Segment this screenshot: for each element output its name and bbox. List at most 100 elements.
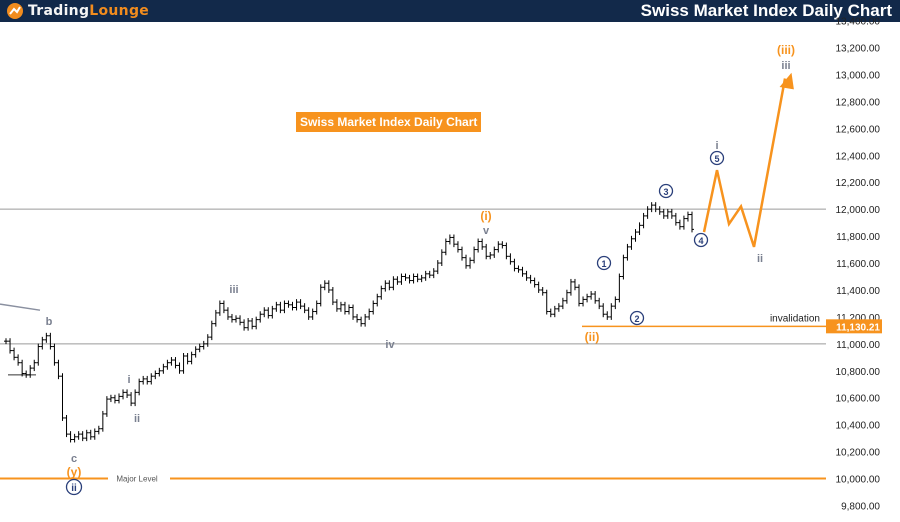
price-bar [681, 215, 686, 230]
price-bar [669, 208, 674, 219]
price-bar [673, 212, 678, 226]
price-bar [137, 378, 142, 396]
price-bar [665, 208, 670, 219]
price-bar [205, 334, 210, 347]
wave-label: v [483, 225, 490, 237]
invalidation-label: invalidation [770, 313, 820, 324]
price-bar [677, 219, 682, 230]
price-bar [685, 211, 690, 222]
price-bar [403, 273, 408, 281]
price-bar [165, 359, 170, 370]
invalidation-value-label: 11,130.21 [836, 322, 880, 333]
price-bar [637, 222, 642, 236]
brand-logo-icon [7, 3, 23, 19]
y-tick-label: 12,000.00 [836, 205, 881, 216]
brand-name: TradingLounge [28, 3, 149, 19]
price-bar [431, 268, 436, 279]
wave-label-circle [709, 150, 725, 166]
wave-label: (y) [67, 465, 82, 479]
wave-label: ii [71, 483, 77, 494]
price-bar [274, 301, 279, 312]
price-bar [217, 300, 222, 316]
price-bar [177, 362, 182, 374]
price-bar [266, 307, 271, 319]
wave-label: c [71, 453, 77, 465]
price-bar [92, 428, 97, 440]
price-bar [411, 273, 416, 284]
price-bar [633, 229, 638, 242]
price-bar [484, 243, 489, 260]
price-bar [20, 359, 25, 377]
y-tick-label: 11,200.00 [836, 313, 880, 324]
wave-label: iii [781, 60, 790, 72]
price-bar [64, 414, 69, 438]
price-bar [282, 300, 287, 314]
y-tick-label: 11,800.00 [836, 232, 880, 243]
price-bar [278, 301, 283, 314]
price-bar [125, 389, 130, 399]
y-tick-label: 9,800.00 [841, 502, 880, 513]
price-bar [298, 299, 303, 310]
price-bar [472, 246, 477, 264]
price-bar [367, 308, 372, 320]
price-bar [141, 375, 146, 385]
brand-prefix: Trading [28, 3, 90, 19]
price-bar [129, 392, 134, 407]
price-bar [306, 307, 311, 320]
price-bar [383, 280, 388, 292]
price-bar [516, 265, 521, 273]
price-bar [185, 353, 190, 365]
price-bar [100, 410, 105, 432]
price-bar [476, 238, 481, 253]
price-bar [44, 332, 49, 343]
y-tick-label: 12,200.00 [836, 178, 881, 189]
price-bar [270, 305, 275, 319]
wave-label: (iii) [777, 43, 795, 57]
wave-label: iv [385, 339, 395, 351]
price-bar [342, 301, 347, 315]
price-bar [512, 258, 517, 272]
y-tick-label: 13,000.00 [836, 70, 881, 81]
price-bar [391, 276, 396, 291]
price-bar [197, 343, 202, 353]
price-bar [157, 367, 162, 377]
wave-label-circle [65, 478, 83, 496]
price-bar [32, 359, 37, 372]
wave-label: iii [229, 284, 238, 296]
price-bar [80, 431, 85, 442]
wave-label: i [715, 140, 718, 152]
y-tick-label: 11,600.00 [836, 259, 880, 270]
price-bar [455, 241, 460, 253]
price-bar [435, 260, 440, 275]
price-bar [104, 396, 109, 417]
price-bar [657, 206, 662, 215]
price-bar [52, 343, 57, 366]
price-bar [504, 242, 509, 260]
price-bar [419, 274, 424, 283]
price-bar [520, 266, 525, 277]
price-bar [60, 373, 65, 421]
price-bar [254, 316, 259, 330]
price-bar [443, 238, 448, 256]
price-bar [544, 289, 549, 315]
price-bar [12, 347, 17, 361]
price-bar [112, 394, 117, 404]
price-bar [258, 311, 263, 323]
price-bar [294, 299, 299, 311]
wave-label: i [127, 374, 130, 386]
price-bar [629, 235, 634, 250]
y-tick-label: 13,400.00 [836, 17, 881, 28]
price-bar [16, 354, 21, 366]
price-bar [363, 313, 368, 327]
price-bar [407, 274, 412, 284]
brand-highlight: Lounge [89, 3, 150, 19]
price-bar [310, 308, 315, 320]
price-bar [133, 389, 138, 407]
price-bar [326, 280, 331, 293]
y-tick-label: 13,200.00 [836, 44, 881, 55]
price-bar [387, 280, 392, 291]
price-bar [4, 338, 8, 345]
price-bar [508, 253, 513, 265]
price-bar [560, 297, 565, 310]
price-bar [181, 353, 186, 374]
